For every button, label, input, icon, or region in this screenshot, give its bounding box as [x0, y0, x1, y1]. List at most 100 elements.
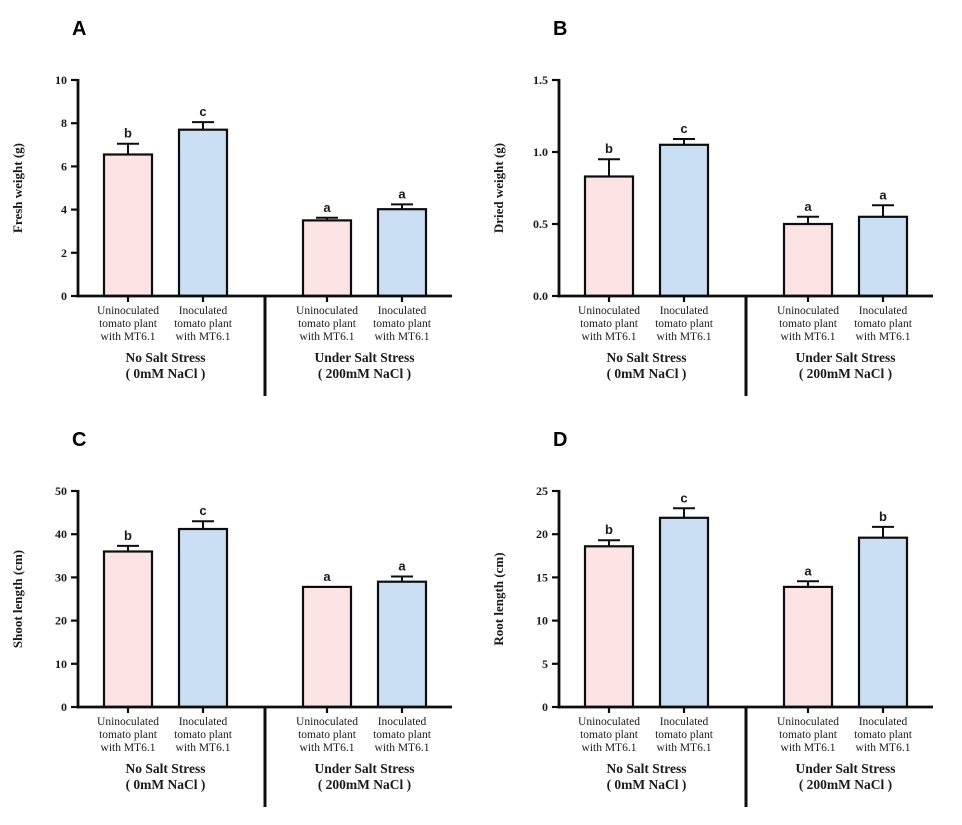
significance-letter: b	[605, 141, 613, 156]
bar	[782, 222, 834, 298]
category-label-line: Inoculated	[660, 305, 709, 317]
y-axis-title: Fresh weight (g)	[10, 143, 25, 233]
category-label-line: Uninoculated	[97, 716, 159, 728]
y-tick-label: 50	[55, 484, 67, 498]
category-label-line: Uninoculated	[296, 305, 358, 317]
category-label-line: with MT6.1	[856, 742, 911, 754]
y-tick-label: 2	[61, 246, 67, 260]
category-label-line: tomato plant	[373, 318, 432, 330]
y-tick-label: 8	[61, 116, 67, 130]
group-label-line: No Salt Stress	[606, 350, 686, 365]
panel-letter: B	[553, 18, 567, 40]
group-label-line: ( 0mM NaCl )	[607, 777, 687, 792]
y-tick-label: 5	[542, 657, 548, 671]
category-label-line: with MT6.1	[657, 742, 712, 754]
category-label-line: Uninoculated	[777, 716, 839, 728]
panel-letter: A	[72, 18, 86, 40]
bar	[583, 175, 635, 298]
y-tick-label: 25	[536, 484, 548, 498]
category-label-line: Uninoculated	[578, 716, 640, 728]
significance-letter: c	[680, 490, 687, 505]
category-label-line: Inoculated	[859, 305, 908, 317]
significance-letter: c	[199, 503, 206, 518]
category-label-line: with MT6.1	[176, 331, 231, 343]
group-label-line: Under Salt Stress	[795, 761, 895, 776]
category-label-line: tomato plant	[655, 729, 714, 741]
category-label-line: with MT6.1	[781, 331, 836, 343]
group-label-line: No Salt Stress	[125, 761, 205, 776]
group-label-line: No Salt Stress	[606, 761, 686, 776]
group-label-line: Under Salt Stress	[314, 761, 414, 776]
category-label-line: with MT6.1	[582, 742, 637, 754]
y-tick-label: 0.0	[533, 289, 548, 303]
y-tick-label: 0	[61, 289, 67, 303]
category-label-line: tomato plant	[373, 729, 432, 741]
y-tick-label: 20	[536, 527, 548, 541]
category-label-line: tomato plant	[174, 318, 233, 330]
group-label-line: No Salt Stress	[125, 350, 205, 365]
significance-letter: a	[323, 200, 331, 215]
y-tick-label: 10	[536, 614, 548, 628]
category-label-line: Inoculated	[859, 716, 908, 728]
category-label-line: with MT6.1	[375, 331, 430, 343]
group-label-line: ( 200mM NaCl )	[318, 777, 411, 792]
category-label-line: tomato plant	[655, 318, 714, 330]
bar	[658, 516, 710, 709]
group-label-line: ( 200mM NaCl )	[318, 366, 411, 381]
significance-letter: c	[199, 104, 206, 119]
category-label-line: Inoculated	[179, 305, 228, 317]
bar	[102, 550, 154, 709]
category-label-line: tomato plant	[298, 318, 357, 330]
group-label-line: ( 200mM NaCl )	[799, 366, 892, 381]
bar	[301, 219, 353, 298]
category-label-line: Uninoculated	[578, 305, 640, 317]
y-tick-label: 6	[61, 159, 67, 173]
bar	[177, 527, 229, 709]
significance-letter: a	[879, 187, 887, 202]
y-tick-label: 10	[55, 657, 67, 671]
category-label-line: tomato plant	[779, 729, 838, 741]
category-label-line: with MT6.1	[300, 331, 355, 343]
y-axis-title: Root length (cm)	[491, 552, 506, 645]
bar	[102, 153, 154, 298]
panel-letter: C	[72, 429, 86, 451]
y-tick-label: 20	[55, 614, 67, 628]
category-label-line: with MT6.1	[101, 331, 156, 343]
bar	[658, 143, 710, 298]
category-label-line: Inoculated	[378, 305, 427, 317]
group-label-line: ( 0mM NaCl )	[607, 366, 687, 381]
y-axis-title: Dried weight (g)	[491, 143, 506, 233]
category-label-line: with MT6.1	[101, 742, 156, 754]
category-label-line: with MT6.1	[856, 331, 911, 343]
group-label-line: Under Salt Stress	[795, 350, 895, 365]
category-label-line: Uninoculated	[777, 305, 839, 317]
panel-letter: D	[553, 429, 567, 451]
category-label-line: tomato plant	[779, 318, 838, 330]
category-label-line: tomato plant	[99, 729, 158, 741]
group-label-line: ( 0mM NaCl )	[126, 366, 206, 381]
bar	[583, 545, 635, 709]
category-label-line: with MT6.1	[657, 331, 712, 343]
category-label-line: tomato plant	[174, 729, 233, 741]
y-tick-label: 1.0	[533, 145, 548, 159]
bar	[301, 585, 353, 709]
y-tick-label: 4	[61, 203, 67, 217]
category-label-line: with MT6.1	[300, 742, 355, 754]
category-label-line: Uninoculated	[296, 716, 358, 728]
category-label-line: with MT6.1	[176, 742, 231, 754]
y-tick-label: 10	[55, 73, 67, 87]
category-label-line: tomato plant	[298, 729, 357, 741]
significance-letter: a	[804, 199, 812, 214]
category-label-line: with MT6.1	[582, 331, 637, 343]
significance-letter: a	[398, 186, 406, 201]
category-label-line: Inoculated	[378, 716, 427, 728]
significance-letter: b	[879, 509, 887, 524]
group-label-line: ( 200mM NaCl )	[799, 777, 892, 792]
bar	[857, 215, 909, 298]
